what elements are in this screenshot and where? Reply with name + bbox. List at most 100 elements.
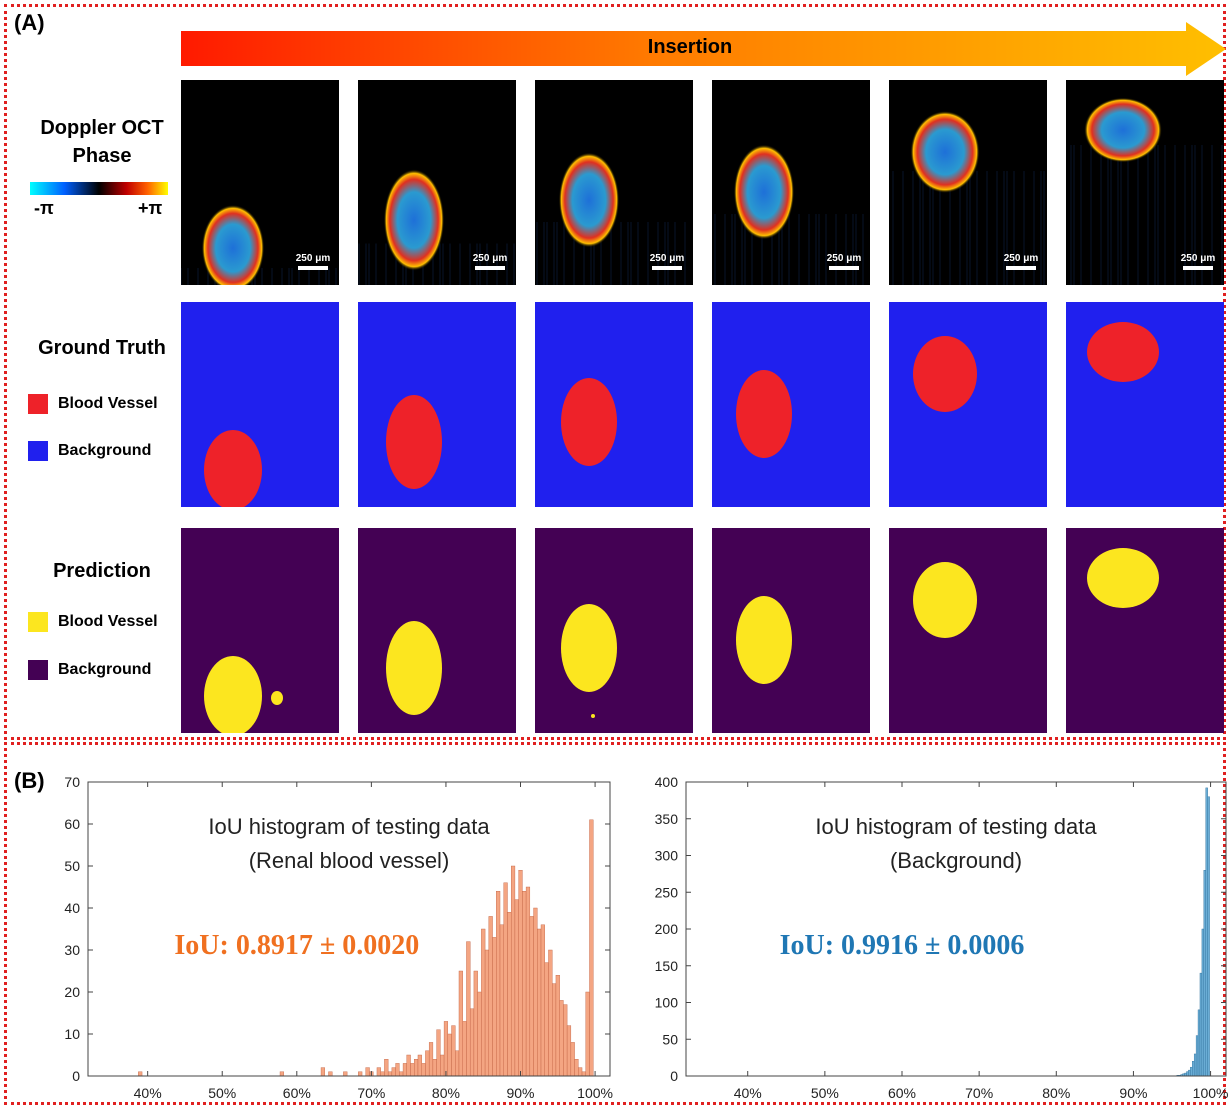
x-tick-label: 60% (888, 1085, 916, 1101)
histogram-bar (499, 924, 504, 1077)
pred-legend-vessel: Blood Vessel (28, 612, 158, 632)
doppler-image-svg: 250 μm (535, 80, 693, 285)
histogram-bar (552, 983, 557, 1077)
x-tick-label: 100% (1193, 1085, 1228, 1101)
pred-vessel-swatch (28, 612, 48, 632)
gt-image-svg (889, 302, 1047, 507)
histogram-bar (451, 1025, 456, 1077)
scale-bar-label: 250 μm (1181, 253, 1216, 264)
y-tick-label: 200 (655, 921, 679, 937)
histogram-bar (563, 1004, 568, 1077)
gt-image-1 (181, 302, 339, 507)
histogram-bar (406, 1054, 411, 1077)
histogram-bar (138, 1071, 143, 1077)
histogram-bar (447, 1033, 452, 1077)
pred-image-2 (358, 528, 516, 733)
histogram-bar (402, 1063, 407, 1077)
histogram-bar (1207, 796, 1210, 1077)
y-tick-label: 100 (655, 995, 679, 1011)
colorbar-max-label: +π (138, 198, 163, 218)
histogram-bar (1188, 1069, 1191, 1077)
histogram-bar (436, 1029, 441, 1077)
doppler-image-svg: 250 μm (1066, 80, 1224, 285)
x-tick-label: 50% (208, 1085, 236, 1101)
histogram-bar (376, 1067, 381, 1077)
insertion-arrow (181, 22, 1226, 76)
histogram-bar (548, 949, 553, 1077)
histogram-bar (1197, 1009, 1201, 1077)
pred-image-3 (535, 528, 693, 733)
doppler-image-4: 250 μm (712, 80, 870, 285)
histogram-bar (477, 991, 482, 1077)
y-tick-label: 60 (64, 816, 80, 832)
doppler-image-5: 250 μm (889, 80, 1047, 285)
histogram-bar (469, 1008, 475, 1077)
gt-image-2 (358, 302, 516, 507)
histogram-bar (555, 974, 560, 1077)
histogram-bar (589, 819, 594, 1077)
histogram-bar (365, 1067, 370, 1077)
x-tick-label: 60% (283, 1085, 311, 1101)
renal-vessel-iou-histogram: 0 10 20 30 40 50 60 70 40% 50% 60% 70% 80% 90% 100% IoU… (64, 774, 613, 1101)
histogram-bar (1203, 869, 1206, 1077)
y-tick-label: 70 (64, 774, 80, 790)
doppler-image-3: 250 μm (535, 80, 693, 285)
pred-image-svg (712, 528, 870, 733)
histogram-bar (455, 1050, 460, 1077)
gt-legend-vessel-label: Blood Vessel (58, 395, 158, 412)
histogram-bar (507, 911, 512, 1077)
pred-image-svg (889, 528, 1047, 733)
histogram-bar (380, 1071, 385, 1077)
histogram-bar (510, 865, 516, 1077)
histogram-bar (410, 1063, 415, 1077)
doppler-row-title: Doppler OCT Phase (22, 114, 182, 170)
scale-bar-label: 250 μm (296, 253, 331, 264)
y-tick-label: 50 (662, 1031, 678, 1047)
panel-b-frame (4, 742, 1226, 1105)
histogram-bar (384, 1059, 389, 1077)
histogram-bar (358, 1071, 363, 1077)
x-tick-label: 100% (577, 1085, 613, 1101)
doppler-image-svg: 250 μm (889, 80, 1047, 285)
x-tick-label: 40% (734, 1085, 762, 1101)
histogram-bar (1186, 1071, 1189, 1077)
doppler-image-1: 250 μm (181, 80, 339, 285)
histogram-bar (466, 941, 471, 1077)
panel-a-frame (4, 4, 1226, 740)
histogram-bar (525, 886, 531, 1077)
x-tick-label: 70% (965, 1085, 993, 1101)
scale-bar-label: 250 μm (473, 253, 508, 264)
chart-title: IoU histogram of testing data (815, 814, 1097, 839)
gt-image-svg (712, 302, 870, 507)
gt-image-3 (535, 302, 693, 507)
histogram-bar (581, 1071, 586, 1077)
pred-legend-background-label: Background (58, 661, 152, 678)
histogram-bar (417, 1054, 422, 1077)
histogram-bar (484, 949, 490, 1077)
histogram-bar (421, 1063, 426, 1077)
x-tick-label: 70% (357, 1085, 385, 1101)
histogram-bar (537, 928, 542, 1077)
histogram-bar (425, 1050, 430, 1077)
histogram-bar (481, 928, 486, 1077)
gt-image-svg (535, 302, 693, 507)
colorbar-min-label: -π (34, 198, 54, 218)
histogram-bar (328, 1071, 333, 1077)
histogram-bar (585, 991, 590, 1077)
histogram-bar (1192, 1061, 1195, 1077)
histogram-bar (458, 970, 463, 1077)
histogram-bar (496, 890, 501, 1077)
histogram-bar (533, 907, 538, 1077)
x-tick-label: 90% (1119, 1085, 1147, 1101)
pred-image-6 (1066, 528, 1224, 733)
gt-image-6 (1066, 302, 1224, 507)
scale-bar-label: 250 μm (650, 253, 685, 264)
y-tick-label: 30 (64, 942, 80, 958)
histogram-bar (570, 1042, 575, 1077)
pred-legend-background: Background (28, 660, 151, 680)
pred-image-svg (358, 528, 516, 733)
doppler-title-line2: Phase (72, 145, 132, 167)
histogram-bar (514, 899, 519, 1077)
histogram-bar (432, 1059, 437, 1077)
histogram-bar (279, 1071, 284, 1077)
